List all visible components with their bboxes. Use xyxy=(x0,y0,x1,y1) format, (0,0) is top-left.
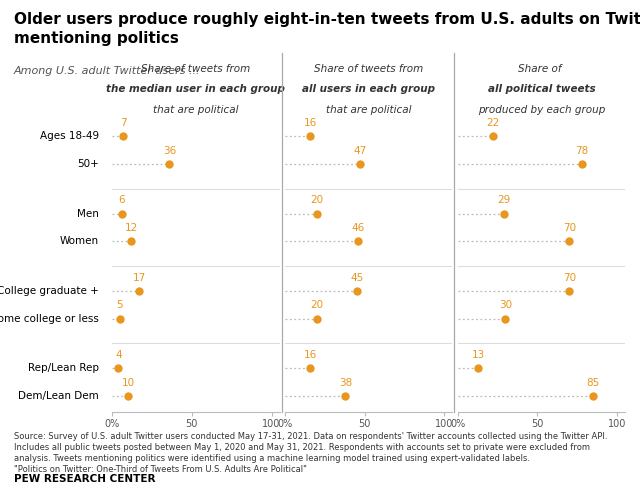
Text: 7: 7 xyxy=(120,118,127,128)
Text: 30: 30 xyxy=(499,300,512,310)
Text: 16: 16 xyxy=(304,350,317,360)
Text: 47: 47 xyxy=(353,146,367,156)
Text: 12: 12 xyxy=(125,223,138,233)
Text: 50+: 50+ xyxy=(77,159,99,169)
Text: all users in each group: all users in each group xyxy=(302,84,435,94)
Text: Dem/Lean Dem: Dem/Lean Dem xyxy=(19,391,99,401)
Text: Men: Men xyxy=(77,209,99,219)
Text: 78: 78 xyxy=(575,146,589,156)
Text: College graduate +: College graduate + xyxy=(0,286,99,296)
Text: 17: 17 xyxy=(132,273,146,283)
Text: 70: 70 xyxy=(563,273,576,283)
Text: 5: 5 xyxy=(116,300,124,310)
Text: 36: 36 xyxy=(163,146,176,156)
Text: that are political: that are political xyxy=(326,105,412,115)
Text: Rep/Lean Rep: Rep/Lean Rep xyxy=(28,363,99,373)
Text: PEW RESEARCH CENTER: PEW RESEARCH CENTER xyxy=(14,474,156,484)
Text: 6: 6 xyxy=(118,195,125,205)
Text: Share of: Share of xyxy=(518,64,564,74)
Text: Women: Women xyxy=(60,236,99,246)
Text: Ages 18-49: Ages 18-49 xyxy=(40,131,99,142)
Text: that are political: that are political xyxy=(153,105,239,115)
Text: 4: 4 xyxy=(115,350,122,360)
Text: Older users produce roughly eight-in-ten tweets from U.S. adults on Twitter
ment: Older users produce roughly eight-in-ten… xyxy=(14,12,640,46)
Text: Among U.S. adult Twitter users ...: Among U.S. adult Twitter users ... xyxy=(14,66,200,76)
Text: Source: Survey of U.S. adult Twitter users conducted May 17-31, 2021. Data on re: Source: Survey of U.S. adult Twitter use… xyxy=(14,432,607,474)
Text: 29: 29 xyxy=(497,195,511,205)
Text: 13: 13 xyxy=(472,350,485,360)
Text: all political tweets: all political tweets xyxy=(488,84,595,94)
Text: 45: 45 xyxy=(350,273,364,283)
Text: 20: 20 xyxy=(310,195,323,205)
Text: 85: 85 xyxy=(587,378,600,387)
Text: 10: 10 xyxy=(122,378,134,387)
Text: Some college or less: Some college or less xyxy=(0,314,99,324)
Text: 16: 16 xyxy=(304,118,317,128)
Text: produced by each group: produced by each group xyxy=(477,105,605,115)
Text: 20: 20 xyxy=(310,300,323,310)
Text: Share of tweets from: Share of tweets from xyxy=(314,64,423,74)
Text: 70: 70 xyxy=(563,223,576,233)
Text: 38: 38 xyxy=(339,378,352,387)
Text: 46: 46 xyxy=(351,223,365,233)
Text: the median user in each group: the median user in each group xyxy=(106,84,285,94)
Text: 22: 22 xyxy=(486,118,499,128)
Text: Share of tweets from: Share of tweets from xyxy=(141,64,250,74)
